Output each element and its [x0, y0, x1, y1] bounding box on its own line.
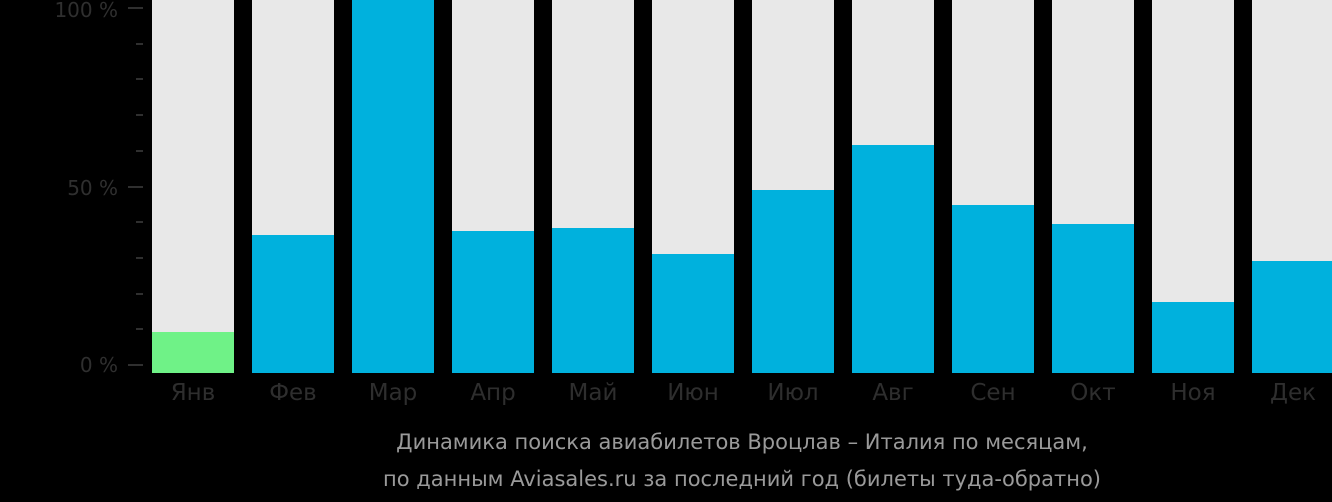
- bar-6: [752, 0, 834, 373]
- bar-value: [352, 0, 434, 373]
- y-minor-tick: [136, 114, 143, 117]
- bar-value: [252, 235, 334, 373]
- x-label: Мар: [368, 380, 418, 406]
- y-label-100: 100 %: [54, 0, 118, 22]
- x-label: Сен: [970, 380, 1016, 406]
- bar-11: [1252, 0, 1332, 373]
- y-major-tick: [128, 364, 143, 366]
- x-label: Май: [568, 380, 618, 406]
- y-major-tick: [128, 185, 143, 188]
- bar-value: [852, 145, 934, 373]
- bar-value: [652, 253, 734, 373]
- bar-0: [152, 0, 234, 373]
- y-minor-tick: [136, 221, 143, 224]
- x-label: Июл: [767, 380, 819, 406]
- bar-1: [252, 0, 334, 373]
- x-label: Ноя: [1170, 380, 1216, 406]
- y-major-tick: [128, 7, 143, 9]
- y-minor-tick: [136, 42, 143, 45]
- x-label: Янв: [170, 380, 216, 406]
- x-label: Авг: [872, 380, 914, 406]
- y-minor-tick: [136, 328, 143, 331]
- bar-10: [1152, 0, 1234, 373]
- y-minor-tick: [136, 78, 143, 81]
- chart-caption-line1: Динамика поиска авиабилетов Вроцлав – Ит…: [396, 430, 1088, 454]
- bar-2: [352, 0, 434, 373]
- bar-value: [952, 205, 1034, 373]
- bar-8: [952, 0, 1034, 373]
- chart-caption-line2: по данным Aviasales.ru за последний год …: [383, 467, 1101, 491]
- bar-value: [1052, 223, 1134, 373]
- bar-value: [1152, 302, 1234, 373]
- bar-4: [552, 0, 634, 373]
- bar-value: [752, 190, 834, 373]
- y-label-0: 0 %: [79, 353, 118, 377]
- bar-value: [552, 227, 634, 373]
- x-label: Окт: [1070, 380, 1116, 406]
- x-label: Июн: [667, 380, 719, 406]
- bar-3: [452, 0, 534, 373]
- x-label: Апр: [470, 380, 516, 406]
- bar-9: [1052, 0, 1134, 373]
- y-minor-tick: [136, 149, 143, 152]
- bar-5: [652, 0, 734, 373]
- y-minor-tick: [136, 256, 143, 259]
- bar-value: [452, 231, 534, 373]
- bar-value: [152, 331, 234, 373]
- x-label: Дек: [1269, 380, 1316, 406]
- y-minor-tick: [136, 292, 143, 295]
- y-label-50: 50 %: [67, 176, 118, 200]
- bar-7: [852, 0, 934, 373]
- x-label: Фев: [269, 380, 317, 406]
- bar-value: [1252, 261, 1332, 373]
